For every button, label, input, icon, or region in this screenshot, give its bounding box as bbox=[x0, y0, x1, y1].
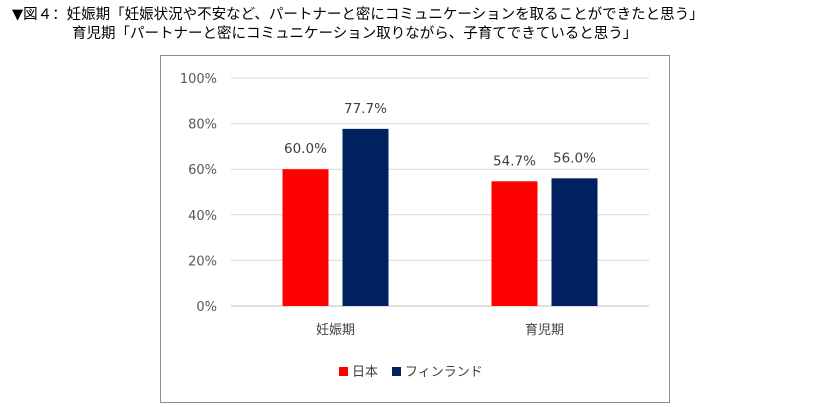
chart-heading-line-1: ▼図４：妊娠期「妊娠状況や不安など、パートナーと密にコミュニケーションを取ること… bbox=[12, 7, 704, 23]
chart-heading-line-2: 育児期「パートナーと密にコミュニケーション取りながら、子育てできていると思う」 bbox=[72, 26, 638, 42]
x-category-label: 育児期 bbox=[525, 322, 564, 338]
legend-swatch bbox=[392, 367, 401, 376]
bar bbox=[282, 169, 329, 306]
bar bbox=[342, 128, 389, 306]
y-tick-label: 80% bbox=[188, 118, 217, 133]
data-label: 56.0% bbox=[553, 150, 596, 166]
y-tick-label: 0% bbox=[196, 300, 217, 315]
y-tick-label: 100% bbox=[180, 72, 217, 87]
data-label: 77.7% bbox=[344, 101, 387, 117]
bar-chart: 0% 20% 40% 60% 80% 100% 60.0% 77.7% 妊娠期 54.7% 56.0… bbox=[180, 72, 649, 380]
legend-swatch bbox=[339, 367, 348, 376]
y-tick-label: 60% bbox=[188, 163, 217, 178]
legend-label: 日本 bbox=[352, 365, 378, 380]
chart-area: 0% 20% 40% 60% 80% 100% 60.0% 77.7% 妊娠期 54.7% 56.0… bbox=[160, 55, 670, 403]
bar bbox=[551, 178, 598, 306]
y-tick-label: 20% bbox=[188, 254, 217, 269]
legend-label: フィンランド bbox=[405, 365, 483, 380]
bar bbox=[491, 181, 538, 306]
data-label: 54.7% bbox=[493, 153, 536, 169]
y-tick-label: 40% bbox=[188, 209, 217, 224]
x-category-label: 妊娠期 bbox=[316, 323, 355, 338]
data-label: 60.0% bbox=[284, 141, 327, 157]
